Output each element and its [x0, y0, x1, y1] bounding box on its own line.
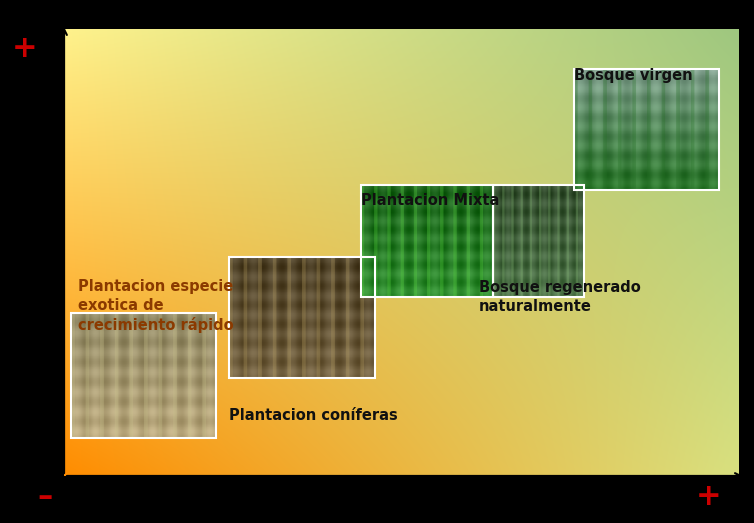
Text: Plantacion coníferas: Plantacion coníferas	[229, 408, 398, 423]
Bar	[71, 313, 216, 438]
Text: Bosque virgen: Bosque virgen	[574, 68, 692, 83]
Bar	[574, 69, 719, 190]
Text: Plantacion Mixta: Plantacion Mixta	[361, 194, 499, 209]
Bar	[229, 257, 375, 378]
Text: –: –	[38, 482, 53, 511]
Bar	[492, 185, 584, 297]
Text: +: +	[11, 33, 37, 63]
Text: +: +	[696, 482, 722, 511]
Text: Bosque regenerado
naturalmente: Bosque regenerado naturalmente	[479, 280, 641, 314]
Text: Plantacion especie
exotica de
crecimiento rápido: Plantacion especie exotica de crecimient…	[78, 279, 233, 333]
Bar	[361, 185, 492, 297]
